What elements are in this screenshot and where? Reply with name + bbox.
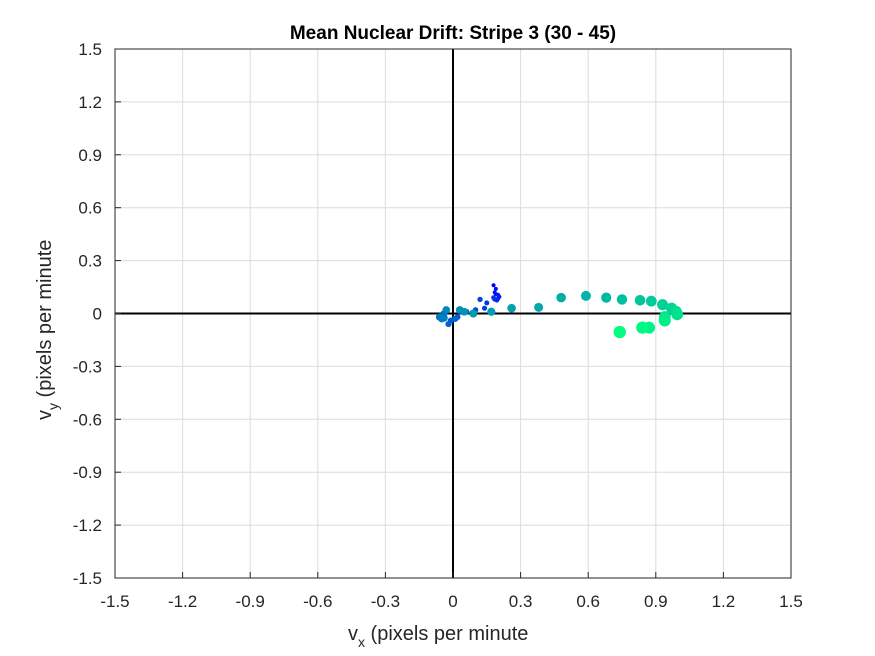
data-point (556, 292, 566, 303)
x-tick-label: 0.9 (644, 592, 668, 611)
data-point (601, 292, 612, 303)
y-tick-label: -1.5 (73, 569, 102, 588)
x-tick-label: 0.3 (509, 592, 533, 611)
x-axis-label: vx (pixels per minute (348, 623, 528, 650)
y-tick-label: 1.2 (78, 93, 102, 112)
data-points (435, 283, 684, 339)
y-tick-label: 0.3 (78, 252, 102, 271)
tick-marks (114, 48, 792, 579)
data-point (671, 308, 684, 321)
data-point (613, 325, 626, 339)
data-point (481, 305, 488, 311)
data-point (634, 294, 646, 306)
data-point (580, 290, 591, 301)
data-point (658, 314, 671, 327)
data-point (507, 303, 516, 313)
data-point (440, 314, 448, 322)
data-point (469, 309, 478, 318)
x-tick-label: -1.5 (100, 592, 129, 611)
data-point (452, 315, 459, 322)
data-point (657, 299, 669, 311)
data-point (460, 307, 469, 316)
x-tick-label: -0.6 (303, 592, 332, 611)
data-point (645, 295, 657, 307)
data-point (484, 300, 490, 306)
y-tick-label: -0.6 (73, 410, 102, 429)
chart-title: Mean Nuclear Drift: Stripe 3 (30 - 45) (290, 23, 616, 44)
y-tick-label: -0.3 (73, 357, 102, 376)
zero-axes (115, 49, 791, 578)
x-tick-label: 1.5 (779, 592, 803, 611)
x-tick-label: -0.3 (371, 592, 400, 611)
x-tick-label: 1.2 (712, 592, 736, 611)
x-tick-labels: -1.5 -1.2 -0.9 -0.6 -0.3 0 0.3 0.6 0.9 1.2 1.5 (100, 592, 802, 611)
y-tick-label: 0.9 (78, 146, 102, 165)
data-point (477, 296, 483, 303)
y-tick-label: 0.6 (78, 199, 102, 218)
y-tick-label: -1.2 (73, 516, 102, 535)
data-point (442, 306, 451, 314)
data-point (491, 283, 496, 288)
y-tick-label: 1.5 (78, 40, 102, 59)
y-tick-label: -0.9 (73, 463, 102, 482)
y-axis-label: vy (pixels per minute (34, 240, 61, 420)
data-point (487, 307, 496, 316)
data-point (534, 302, 544, 312)
x-tick-label: -1.2 (168, 592, 197, 611)
y-tick-label: 0 (93, 305, 102, 324)
data-point (445, 320, 452, 328)
data-point (616, 294, 628, 305)
data-point (491, 295, 496, 301)
x-tick-label: 0.6 (576, 592, 600, 611)
data-point (636, 321, 649, 334)
x-tick-label: -0.9 (236, 592, 265, 611)
x-tick-label: 0 (448, 592, 457, 611)
y-tick-labels: 1.5 1.2 0.9 0.6 0.3 0 -0.3 -0.6 -0.9 -1.2 -1.5 (73, 40, 102, 588)
data-point (493, 286, 498, 291)
